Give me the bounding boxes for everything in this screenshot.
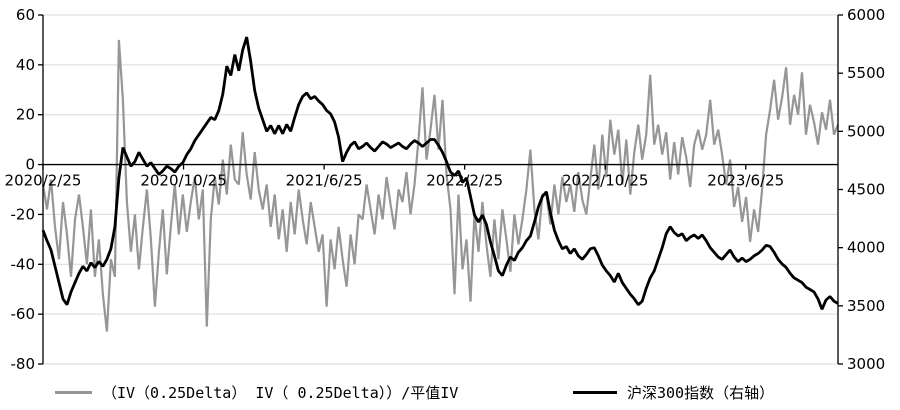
right-axis-tick-label: 5500: [847, 64, 885, 82]
right-axis-tick-label: 6000: [847, 6, 885, 24]
right-axis-tick-label: 4000: [847, 239, 885, 257]
left-axis-tick-label: 0: [25, 156, 35, 174]
left-axis-tick-label: 60: [16, 6, 35, 24]
left-axis-tick-label: -60: [11, 305, 36, 323]
left-axis-tick-label: 20: [16, 106, 35, 124]
legend-item-index: 沪深300指数（右轴）: [573, 381, 774, 403]
index-legend-label: 沪深300指数（右轴）: [627, 383, 775, 402]
legend-item-iv-skew: （IV（0.25Delta） IV（ 0.25Delta））/平值IV: [55, 381, 458, 403]
index-legend-line: [573, 390, 617, 394]
right-axis-tick-label: 5000: [847, 122, 885, 140]
right-axis-tick-label: 4500: [847, 181, 885, 199]
x-axis-tick-label: 2022/10/25: [562, 172, 648, 190]
iv-skew-legend-label: （IV（0.25Delta） IV（ 0.25Delta））/平值IV: [102, 383, 459, 402]
x-axis-tick-label: 2022/2/25: [426, 172, 503, 190]
left-axis-tick-label: -40: [11, 255, 36, 273]
left-axis-tick-label: -20: [11, 205, 36, 223]
x-axis-tick-label: 2020/10/25: [140, 172, 226, 190]
x-axis-tick-label: 2020/2/25: [5, 172, 82, 190]
iv-skew-legend-line: [55, 390, 92, 394]
legend: （IV（0.25Delta） IV（ 0.25Delta））/平值IV 沪深30…: [0, 381, 900, 405]
left-axis-tick-label: -80: [11, 355, 36, 373]
left-axis-tick-label: 40: [16, 56, 35, 74]
csi300-series-line: [41, 36, 839, 310]
right-axis-tick-label: 3000: [847, 355, 885, 373]
iv-skew-series-line: [41, 39, 840, 332]
right-axis-tick-label: 3500: [847, 297, 885, 315]
x-axis-tick-label: 2021/6/25: [286, 172, 363, 190]
x-axis-tick-label: 2023/6/25: [707, 172, 784, 190]
